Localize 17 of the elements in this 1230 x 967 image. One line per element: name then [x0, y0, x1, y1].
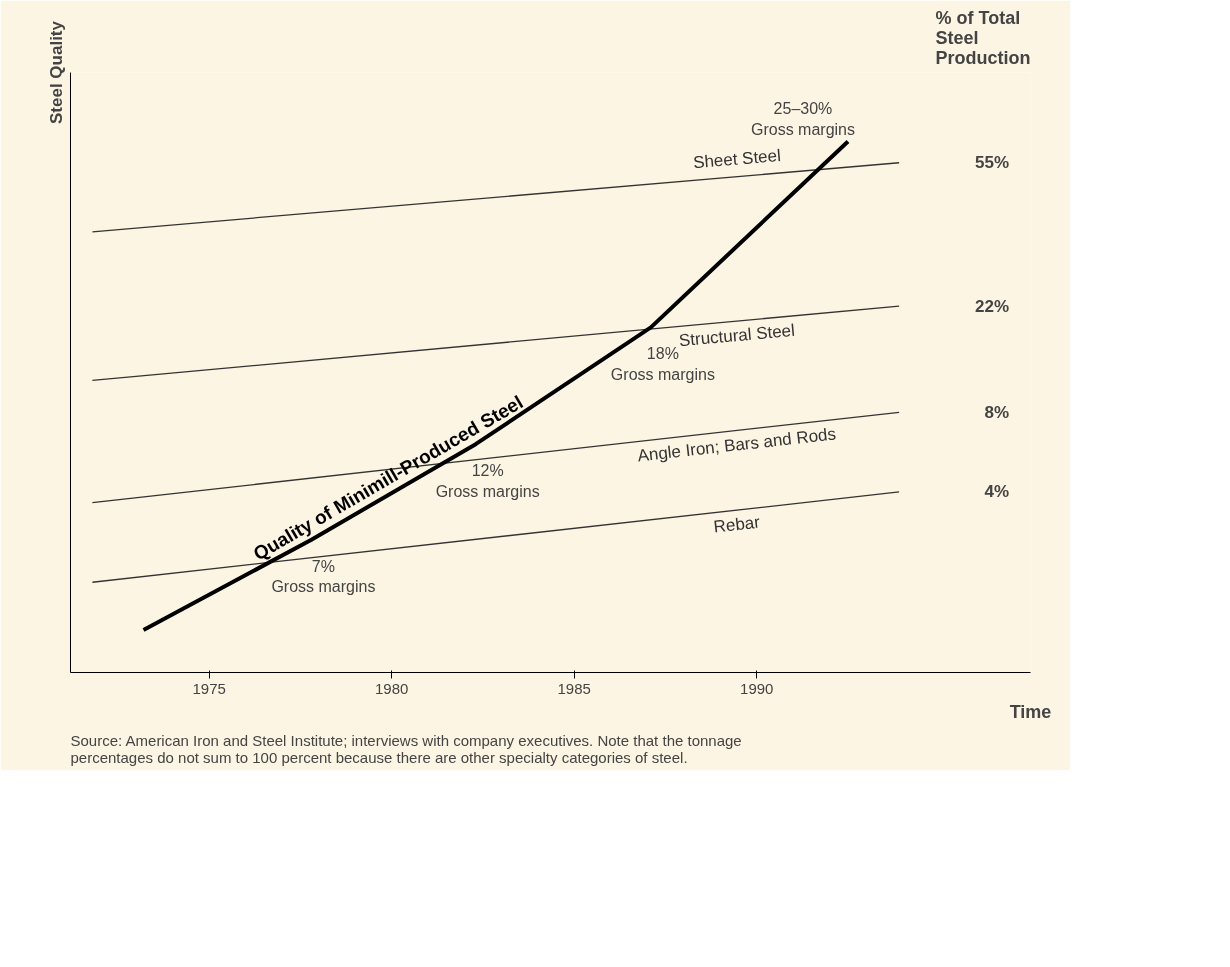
annotation: 4% [984, 482, 1010, 502]
annotation: 8% [984, 402, 1010, 422]
x-axis-title: Time [1009, 701, 1052, 722]
text: Angle Iron; Bars and Rods [636, 424, 837, 466]
x-tick-label: 1985 [557, 679, 591, 697]
text: % of Total Steel Production [935, 7, 1031, 68]
x-tick-label: 1990 [740, 679, 774, 697]
annotation: 25–30% Gross margins [750, 100, 856, 138]
x-tick-label: 1980 [375, 679, 409, 697]
text: Rebar [712, 512, 762, 537]
x-tick-label: 1975 [192, 679, 226, 697]
source-note: Source: American Iron and Steel Institute; interviews with company executives. Note that the tonnage percentages do not sum to 100 percent because there are other specialty categories of steel. [70, 731, 742, 766]
series-label: Sheet Steel [692, 145, 782, 173]
annotation: 55% [975, 153, 1010, 173]
y-axis-title: Steel Quality [46, 20, 66, 124]
annotation: 7% Gross margins [271, 557, 376, 596]
annotation: 22% [975, 296, 1010, 316]
